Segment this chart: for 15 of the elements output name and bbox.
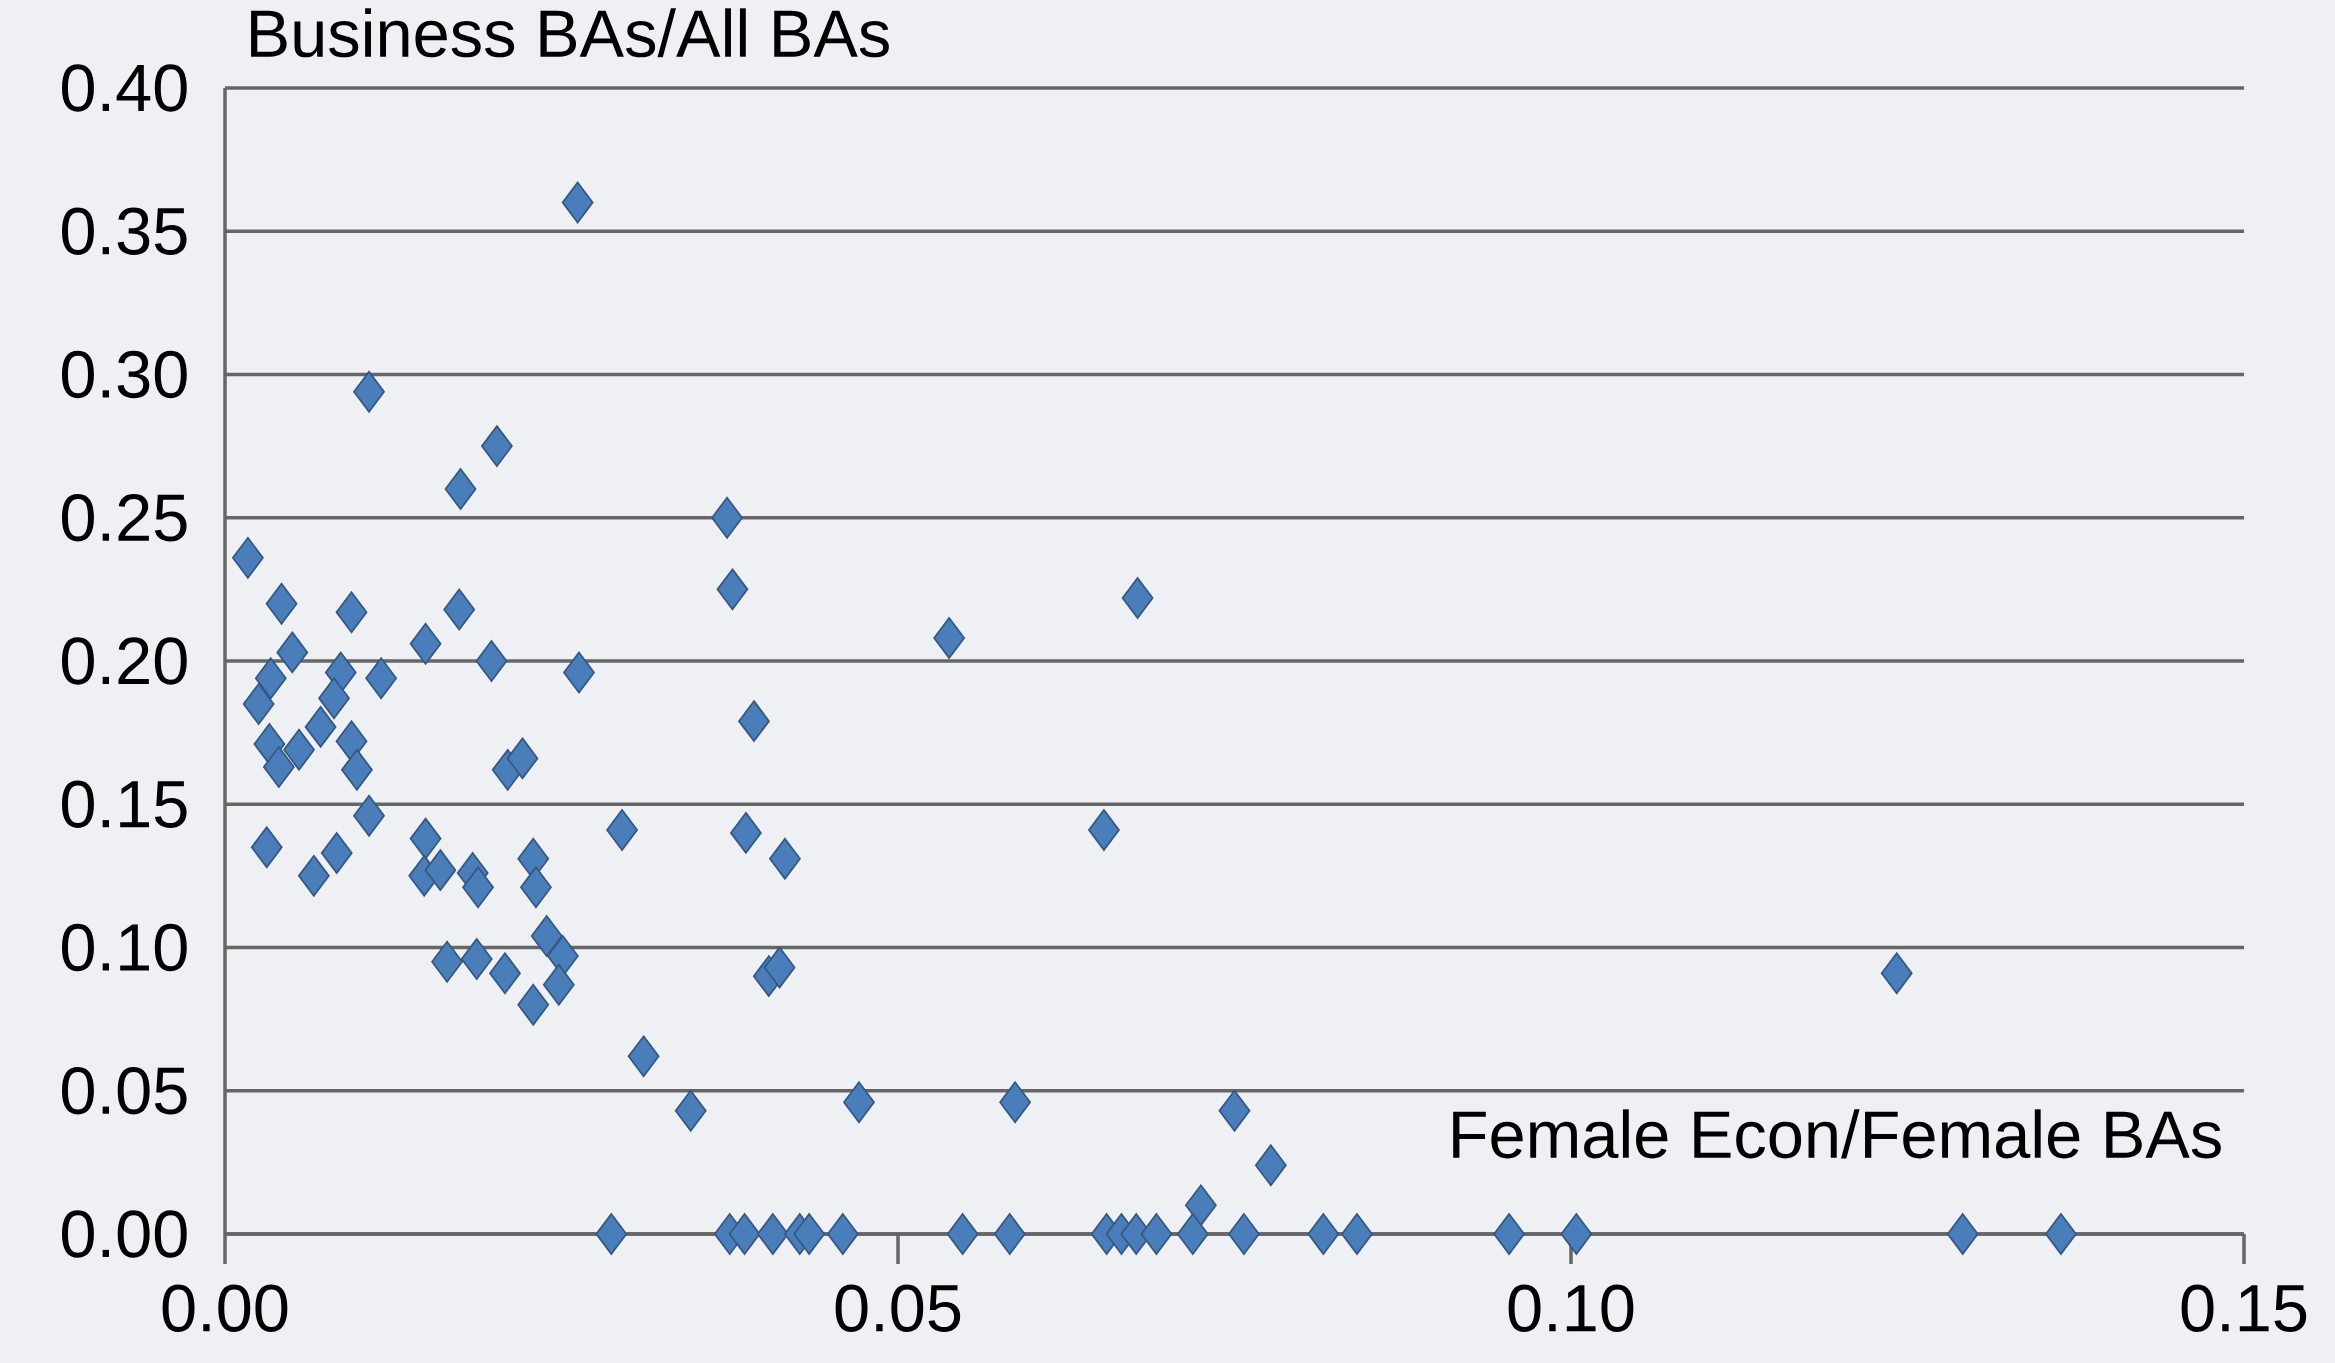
y-tick-label: 0.35 — [62, 207, 187, 255]
y-axis-title: Business BAs/All BAs — [251, 8, 889, 58]
x-tick-label: 0.00 — [162, 1284, 288, 1332]
y-tick-label: 0.05 — [62, 1067, 187, 1115]
y-tick-label: 0.00 — [62, 1210, 187, 1258]
x-tick-label: 0.15 — [2181, 1284, 2307, 1332]
y-tick-label: 0.40 — [62, 64, 187, 112]
y-tick-label: 0.10 — [62, 923, 187, 972]
y-tick-label: 0.20 — [62, 637, 187, 685]
x-tick-label: 0.10 — [1508, 1284, 1634, 1332]
x-axis-title: Female Econ/Female BAs — [1453, 1109, 2221, 1159]
x-tick-label: 0.05 — [835, 1284, 961, 1332]
y-tick-label: 0.25 — [62, 494, 187, 542]
y-tick-label: 0.15 — [62, 780, 187, 828]
y-tick-label: 0.30 — [62, 350, 187, 399]
